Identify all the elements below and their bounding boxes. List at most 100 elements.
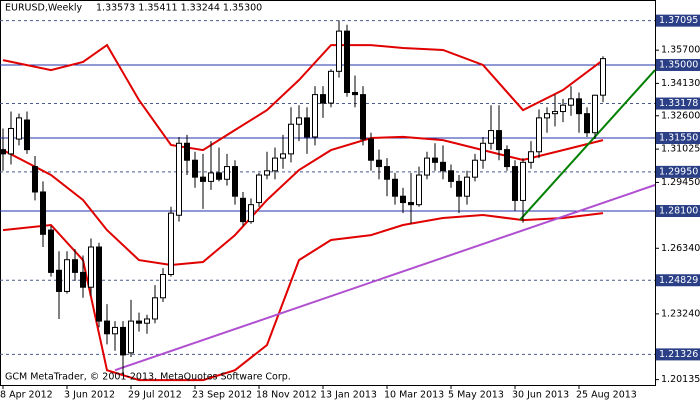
candle-body xyxy=(392,178,398,197)
candle-body xyxy=(272,157,278,172)
level-label: 1.31550 xyxy=(659,132,698,143)
candle-body xyxy=(232,166,238,197)
candle-body xyxy=(504,149,510,168)
candle-body xyxy=(400,195,406,204)
candle-body xyxy=(520,161,526,201)
y-tick-label: 1.29450 xyxy=(661,177,700,188)
candle-body xyxy=(568,98,574,106)
candle-body xyxy=(88,246,94,288)
indicator-line xyxy=(114,184,656,372)
candle-body xyxy=(560,104,566,113)
candle-body xyxy=(24,119,30,151)
level-label-box xyxy=(656,348,700,361)
x-tick-label: 23 Sep 2012 xyxy=(192,390,252,401)
candle-body xyxy=(472,159,478,178)
candle-body xyxy=(336,30,342,72)
candle-body xyxy=(128,320,134,354)
candle-body xyxy=(144,318,150,324)
x-tick-label: 10 Mar 2013 xyxy=(384,390,444,401)
x-tick-label: 30 Jun 2013 xyxy=(512,390,569,401)
candle-body xyxy=(152,297,158,320)
candle-body xyxy=(120,326,126,356)
candles xyxy=(0,20,606,374)
quote: 1.33573 1.35411 1.33244 1.35300 xyxy=(96,3,262,14)
level-label: 1.21326 xyxy=(659,349,698,360)
x-tick-label: 18 Nov 2012 xyxy=(256,390,317,401)
candle-body xyxy=(480,142,486,161)
x-tick-label: 29 Jul 2012 xyxy=(128,390,182,401)
indicator-line xyxy=(2,43,604,152)
candle-body xyxy=(192,159,198,178)
candle-body xyxy=(8,127,14,155)
candle-body xyxy=(240,197,246,223)
candle-body xyxy=(168,212,174,276)
candle-body xyxy=(288,123,294,155)
candle-body xyxy=(592,94,598,134)
candle-body xyxy=(296,117,302,125)
candle-body xyxy=(248,204,254,223)
candle-body xyxy=(200,176,206,182)
candle-body xyxy=(344,30,350,93)
candle-body xyxy=(432,157,438,163)
level-label-box xyxy=(656,97,700,110)
candle-body xyxy=(0,149,6,155)
candle-body xyxy=(176,142,182,216)
level-label-box xyxy=(656,205,700,218)
candle-body xyxy=(376,159,382,168)
candle-body xyxy=(104,320,110,335)
candle-body xyxy=(112,326,118,335)
candle-body xyxy=(456,180,462,197)
candle-body xyxy=(72,259,78,273)
x-tick-label: 13 Jan 2013 xyxy=(320,390,377,401)
candle-body xyxy=(552,111,558,115)
y-tick-label: 1.26340 xyxy=(661,243,700,254)
footer: GCM MetaTrader, © 2001-2013, MetaQuotes … xyxy=(5,372,291,383)
indicator-lines xyxy=(2,43,656,382)
candle-body xyxy=(264,170,270,176)
level-label: 1.29950 xyxy=(659,166,698,177)
y-tick-label: 1.23240 xyxy=(661,308,700,319)
candle-body xyxy=(384,166,390,180)
y-tick-label: 1.35700 xyxy=(661,45,700,56)
chart-title: EURUSD,Weekly xyxy=(5,3,83,14)
candle-body xyxy=(96,246,102,322)
candle-body xyxy=(600,58,606,96)
candle-body xyxy=(512,166,518,201)
axes: 1.35700 1.34130 1.32600 1.31025 1.29450 1.263… xyxy=(0,14,700,401)
level-label: 1.24829 xyxy=(659,275,698,286)
candle-body xyxy=(416,174,422,206)
candle-body xyxy=(584,113,590,134)
level-label: 1.37095 xyxy=(659,15,698,26)
candle-body xyxy=(320,94,326,104)
level-label-box xyxy=(656,165,700,178)
candle-body xyxy=(32,166,38,193)
candle-body xyxy=(352,91,358,96)
level-label-box xyxy=(656,58,700,71)
candle-body xyxy=(136,320,142,324)
candle-body xyxy=(16,117,22,140)
y-tick-label: 1.32600 xyxy=(661,110,700,121)
indicator-line xyxy=(2,212,604,382)
level-label-box xyxy=(656,131,700,144)
candle-body xyxy=(304,117,310,138)
candle-body xyxy=(64,259,70,292)
candle-body xyxy=(408,202,414,206)
level-label: 1.35000 xyxy=(659,59,698,70)
candle-body xyxy=(280,153,286,159)
candle-body xyxy=(312,94,318,138)
y-tick-label: 1.20135 xyxy=(661,374,700,385)
candle-body xyxy=(576,98,582,115)
candle-body xyxy=(544,113,550,119)
level-label: 1.33178 xyxy=(659,98,698,109)
indicator-line xyxy=(2,135,604,267)
candle-body xyxy=(496,130,502,151)
candle-body xyxy=(360,94,366,140)
x-tick-label: 3 Jun 2012 xyxy=(64,390,115,401)
level-label-box xyxy=(656,274,700,287)
level-label: 1.28100 xyxy=(659,206,698,217)
level-label-box xyxy=(656,14,700,27)
candle-body xyxy=(528,151,534,163)
